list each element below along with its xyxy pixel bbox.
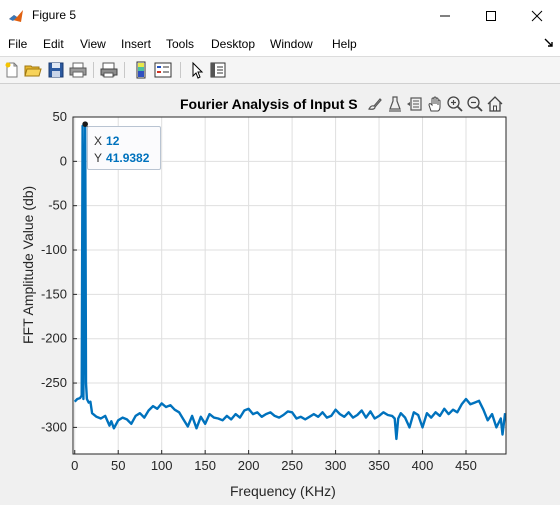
x-tick-label: 150 bbox=[194, 458, 216, 473]
x-tick-label: 450 bbox=[455, 458, 477, 473]
x-tick-label: 400 bbox=[412, 458, 434, 473]
datatip-box[interactable]: X 12 Y 41.9382 bbox=[87, 126, 161, 170]
dock-arrow-icon[interactable] bbox=[544, 38, 554, 48]
x-axis-label: Frequency (KHz) bbox=[230, 483, 336, 499]
y-tick-label: -250 bbox=[41, 375, 67, 390]
x-tick-label: 300 bbox=[325, 458, 347, 473]
menu-bar: File Edit View Insert Tools Desktop Wind… bbox=[0, 32, 560, 56]
menu-window[interactable]: Window bbox=[270, 37, 313, 51]
print-icon[interactable] bbox=[69, 61, 87, 79]
y-tick-label: -50 bbox=[48, 198, 67, 213]
fft-series-line[interactable] bbox=[73, 122, 506, 441]
datatip-y-row: Y 41.9382 bbox=[94, 151, 149, 165]
y-tick-label: 50 bbox=[53, 109, 67, 124]
home-icon[interactable] bbox=[486, 95, 504, 113]
x-tick-label: 250 bbox=[281, 458, 303, 473]
datatip-x-row: X 12 bbox=[94, 134, 119, 148]
menu-tools[interactable]: Tools bbox=[166, 37, 195, 51]
save-icon[interactable] bbox=[47, 61, 65, 79]
zoom-in-icon[interactable] bbox=[446, 95, 464, 113]
x-tick-label: 350 bbox=[368, 458, 390, 473]
zoom-out-icon[interactable] bbox=[466, 95, 484, 113]
edit-plot-icon[interactable] bbox=[188, 61, 206, 79]
x-tick-label: 50 bbox=[111, 458, 125, 473]
axes-toolbar bbox=[366, 93, 506, 115]
minimize-button[interactable] bbox=[422, 0, 468, 32]
menu-insert[interactable]: Insert bbox=[121, 37, 152, 51]
datatip-x-value: 12 bbox=[106, 134, 120, 148]
datatip-x-key: X bbox=[94, 134, 103, 148]
y-tick-label: -150 bbox=[41, 286, 67, 301]
x-tick-label: 100 bbox=[151, 458, 173, 473]
data-tips-icon[interactable] bbox=[386, 95, 404, 113]
new-figure-icon[interactable] bbox=[3, 61, 21, 79]
x-tick-label: 200 bbox=[238, 458, 260, 473]
y-tick-label: -200 bbox=[41, 331, 67, 346]
insert-legend-icon[interactable] bbox=[154, 61, 172, 79]
insert-colorbar-icon[interactable] bbox=[132, 61, 150, 79]
brush-icon[interactable] bbox=[366, 95, 384, 113]
menu-help[interactable]: Help bbox=[332, 37, 357, 51]
figure-canvas: 0 50 100 150 200 250 300 350 400 450 50 0 -50 -100 -15… bbox=[0, 84, 560, 505]
minimize-icon bbox=[440, 15, 450, 17]
menu-desktop[interactable]: Desktop bbox=[211, 37, 256, 51]
menu-view[interactable]: View bbox=[80, 37, 106, 51]
y-tick-label: 0 bbox=[60, 153, 67, 168]
axes-background bbox=[73, 117, 506, 454]
maximize-button[interactable] bbox=[468, 0, 514, 32]
fft-plot[interactable]: 0 50 100 150 200 250 300 350 400 450500-50-100-15… bbox=[0, 84, 560, 505]
chart-title: Fourier Analysis of Input S bbox=[180, 96, 358, 112]
datatip-marker[interactable] bbox=[82, 121, 88, 127]
datatip-y-value: 41.9382 bbox=[106, 151, 150, 165]
y-tick-label: -300 bbox=[41, 419, 67, 434]
close-icon bbox=[531, 10, 543, 22]
property-inspector-icon[interactable] bbox=[209, 61, 227, 79]
toolbar-separator bbox=[93, 62, 94, 78]
menu-file[interactable]: File bbox=[8, 37, 28, 51]
y-axis-label: FFT Amplitude Value (db) bbox=[20, 185, 36, 344]
title-bar: Figure 5 bbox=[0, 0, 560, 32]
matlab-logo-icon bbox=[9, 10, 23, 22]
toolbar-separator bbox=[124, 62, 125, 78]
open-file-icon[interactable] bbox=[24, 61, 42, 79]
maximize-icon bbox=[486, 11, 496, 21]
menu-edit[interactable]: Edit bbox=[43, 37, 64, 51]
figure-toolbar bbox=[0, 56, 560, 84]
datatip-y-key: Y bbox=[94, 151, 103, 165]
axes-box bbox=[72, 116, 507, 455]
y-tick-label: -100 bbox=[41, 242, 67, 257]
print-preview-icon[interactable] bbox=[100, 61, 118, 79]
toolbar-separator bbox=[180, 62, 181, 78]
window-title: Figure 5 bbox=[32, 8, 77, 22]
x-tick-label: 0 bbox=[71, 458, 78, 473]
pan-icon[interactable] bbox=[426, 95, 444, 113]
restore-view-icon[interactable] bbox=[406, 95, 424, 113]
close-button[interactable] bbox=[514, 0, 560, 32]
